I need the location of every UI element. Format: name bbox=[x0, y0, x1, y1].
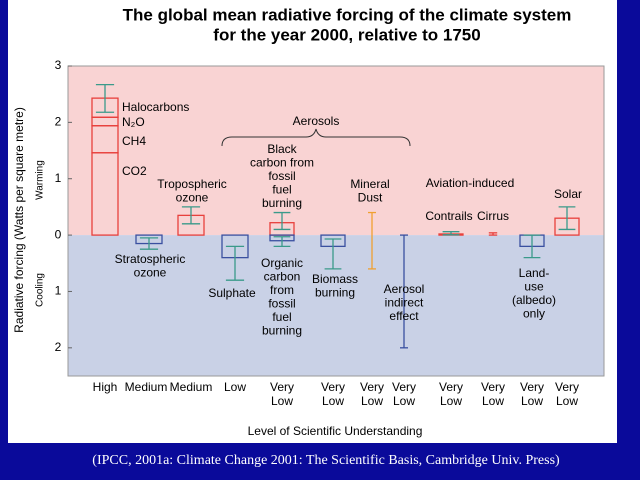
x-tick-label: Very Low bbox=[321, 380, 345, 408]
forcing-label: Land- bbox=[519, 266, 550, 280]
chart-title: for the year 2000, relative to 1750 bbox=[213, 25, 480, 44]
forcing-label: fuel bbox=[272, 183, 291, 197]
forcing-label: Stratospheric bbox=[115, 252, 186, 266]
x-tick-label: Very Low bbox=[555, 380, 579, 408]
x-tick-label: Very Low bbox=[520, 380, 544, 408]
forcing-label: use bbox=[524, 280, 544, 294]
forcing-label: Sulphate bbox=[208, 286, 256, 300]
forcing-label: ozone bbox=[134, 266, 167, 280]
x-axis-label: Level of Scientific Understanding bbox=[248, 424, 423, 438]
caption: (IPCC, 2001a: Climate Change 2001: The S… bbox=[92, 453, 560, 468]
plot-frame bbox=[67, 65, 605, 377]
y-tick-label: 1 bbox=[55, 171, 62, 185]
forcing-label: only bbox=[523, 307, 545, 321]
x-tick-label: Medium bbox=[170, 380, 213, 394]
cooling-zone bbox=[68, 235, 604, 376]
y-tick-label: 1 bbox=[55, 284, 62, 298]
forcing-label: carbon from bbox=[250, 156, 314, 170]
forcing-label: Dust bbox=[358, 191, 383, 205]
forcing-label: Aerosol bbox=[384, 282, 425, 296]
x-tick-label: Very Low bbox=[481, 380, 505, 408]
y-tick-label: 0 bbox=[55, 227, 62, 241]
group-brace bbox=[221, 128, 411, 147]
zone-label: Cooling bbox=[35, 273, 46, 307]
x-tick-label: Very Low bbox=[270, 380, 294, 408]
y-tick-label: 2 bbox=[55, 340, 62, 354]
x-tick-label: Very Low bbox=[360, 380, 384, 408]
group-label: Aviation-induced bbox=[426, 176, 515, 190]
forcing-label: Cirrus bbox=[477, 209, 509, 223]
y-tick-label: 3 bbox=[55, 58, 62, 72]
y-axis-label: Radiative forcing (Watts per square metr… bbox=[12, 107, 26, 333]
x-tick-label: Very Low bbox=[439, 380, 463, 408]
forcing-label: burning bbox=[262, 196, 302, 210]
x-tick-label: Medium bbox=[125, 380, 168, 394]
forcing-label: indirect bbox=[385, 296, 424, 310]
forcing-label: ozone bbox=[176, 191, 209, 205]
segment-label: N₂O bbox=[122, 115, 145, 129]
forcing-label: Black bbox=[267, 142, 297, 156]
forcing-label: fossil bbox=[268, 297, 295, 311]
x-tick-label: High bbox=[93, 380, 118, 394]
zone-label: Warming bbox=[35, 160, 46, 200]
forcing-label: (albedo) bbox=[512, 293, 556, 307]
warming-zone bbox=[68, 66, 604, 236]
forcing-label: carbon bbox=[264, 270, 301, 284]
x-tick-label: Very Low bbox=[392, 380, 416, 408]
forcing-label: Biomass bbox=[312, 272, 358, 286]
forcing-label: Organic bbox=[261, 256, 303, 270]
forcing-label: from bbox=[270, 283, 294, 297]
forcing-label: fuel bbox=[272, 310, 291, 324]
segment-label: CH4 bbox=[122, 134, 146, 148]
forcing-label: fossil bbox=[268, 169, 295, 183]
forcing-label: Tropospheric bbox=[157, 177, 227, 191]
forcing-label: burning bbox=[262, 324, 302, 338]
forcing-label: Mineral bbox=[350, 177, 389, 191]
segment-label: Halocarbons bbox=[122, 100, 189, 114]
y-tick-label: 2 bbox=[55, 115, 62, 129]
group-label: Aerosols bbox=[293, 114, 340, 128]
forcing-label: Solar bbox=[554, 187, 582, 201]
forcing-label: Contrails bbox=[425, 209, 472, 223]
x-tick-label: Low bbox=[224, 380, 246, 394]
chart-title: The global mean radiative forcing of the… bbox=[123, 5, 572, 24]
forcing-label: effect bbox=[389, 309, 419, 323]
segment-label: CO2 bbox=[122, 164, 147, 178]
forcing-label: burning bbox=[315, 286, 355, 300]
